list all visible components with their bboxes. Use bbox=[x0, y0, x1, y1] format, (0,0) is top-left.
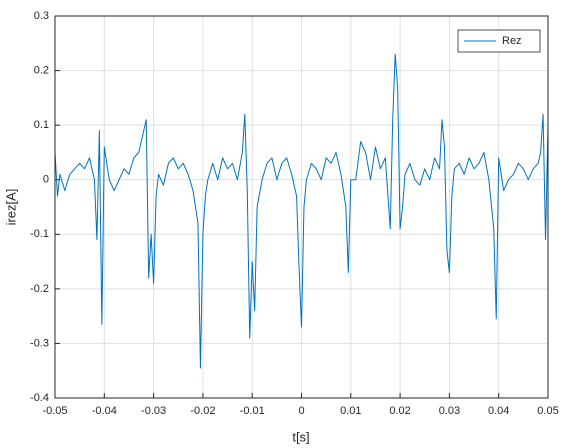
y-tick-label: -0.4 bbox=[30, 392, 49, 404]
y-tick-label: 0 bbox=[43, 174, 49, 186]
x-tick-label: -0.01 bbox=[240, 405, 265, 417]
y-tick-label: -0.1 bbox=[30, 228, 49, 240]
legend-label: Rez bbox=[502, 35, 522, 47]
y-tick-label: 0.1 bbox=[34, 119, 49, 131]
x-tick-label: -0.04 bbox=[92, 405, 117, 417]
x-tick-label: -0.02 bbox=[190, 405, 215, 417]
y-tick-label: -0.3 bbox=[30, 337, 49, 349]
x-tick-label: -0.05 bbox=[42, 405, 67, 417]
y-tick-label: 0.2 bbox=[34, 64, 49, 76]
x-tick-label: 0.02 bbox=[389, 405, 410, 417]
data-line bbox=[54, 53, 549, 369]
x-tick-label: -0.03 bbox=[141, 405, 166, 417]
x-tick-label: 0.04 bbox=[488, 405, 509, 417]
x-tick-label: 0.03 bbox=[439, 405, 460, 417]
x-tick-label: 0.05 bbox=[537, 405, 558, 417]
x-tick-label: 0 bbox=[298, 405, 304, 417]
plot-frame bbox=[54, 15, 549, 399]
legend-box bbox=[457, 29, 541, 53]
y-tick-label: 0.3 bbox=[34, 10, 49, 22]
y-tick-label: -0.2 bbox=[30, 283, 49, 295]
x-axis-label: t[s] bbox=[292, 429, 309, 444]
x-tick-label: 0.01 bbox=[340, 405, 361, 417]
y-axis-label: irez[A] bbox=[3, 189, 18, 226]
